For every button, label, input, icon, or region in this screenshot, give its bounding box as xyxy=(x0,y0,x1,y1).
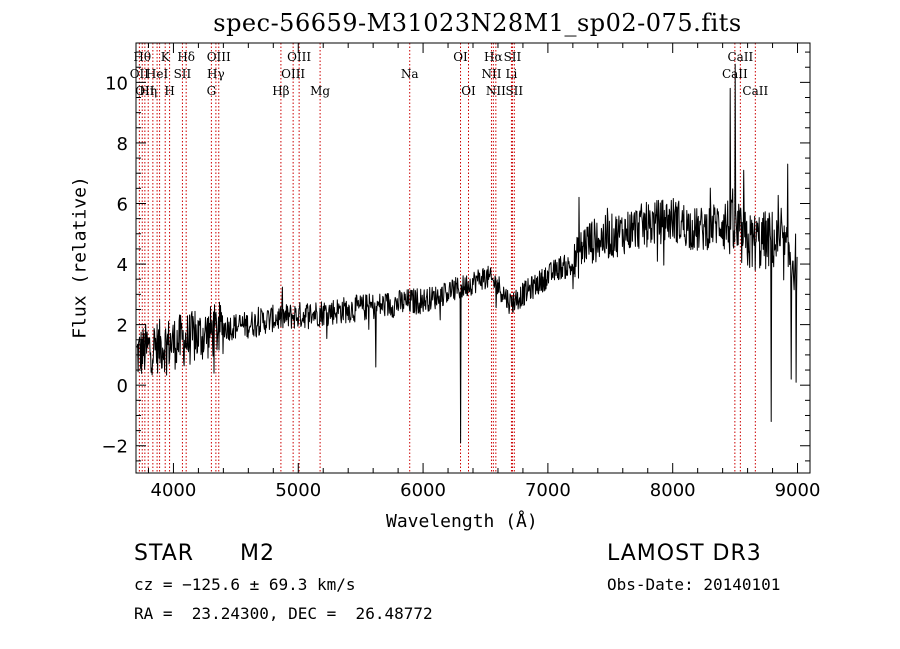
y-axis-label: Flux (relative) xyxy=(69,176,91,339)
line-label-2: OII xyxy=(135,84,155,98)
line-label-26: SII xyxy=(505,84,523,98)
x-axis-label: Wavelength (Å) xyxy=(386,511,538,532)
y-tick-label-8: 8 xyxy=(117,134,128,155)
line-label-10: Hδ xyxy=(177,50,195,64)
survey-name: LAMOST DR3 xyxy=(607,541,762,566)
x-tick-label-5000: 5000 xyxy=(275,480,321,501)
spectrum-line xyxy=(136,63,798,444)
line-label-16: OIII xyxy=(287,50,311,64)
line-label-28: CaII xyxy=(727,50,753,64)
line-label-3: Hη xyxy=(139,84,157,98)
line-label-25: SII xyxy=(504,50,522,64)
line-label-14: Hβ xyxy=(272,84,289,98)
coordinates: RA = 23.24300, DEC = 26.48772 xyxy=(134,604,433,623)
line-label-7: K xyxy=(161,50,171,64)
line-label-20: OI xyxy=(461,84,476,98)
x-tick-label-8000: 8000 xyxy=(650,480,696,501)
line-label-5: HeI xyxy=(146,67,169,81)
x-tick-label-7000: 7000 xyxy=(525,480,571,501)
line-label-8: H xyxy=(164,84,174,98)
line-label-0: OII xyxy=(130,67,150,81)
x-tick-label-6000: 6000 xyxy=(400,480,446,501)
object-class: STAR xyxy=(134,541,195,566)
axis-ticks xyxy=(136,43,810,473)
line-label-9: SII xyxy=(174,67,192,81)
line-label-21: NII xyxy=(481,67,501,81)
line-label-1: Hθ xyxy=(133,50,151,64)
line-label-27: CaII xyxy=(722,67,748,81)
object-subclass: M2 xyxy=(240,541,275,566)
tick-labels: 4000 5000 6000 7000 8000 9000 −2 0 2 4 6 8 10 xyxy=(101,73,820,501)
line-markers xyxy=(138,43,756,473)
plot-frame xyxy=(135,42,811,474)
x-tick-label-9000: 9000 xyxy=(775,480,821,501)
y-tick-label-10: 10 xyxy=(105,73,128,94)
line-label-15: OIII xyxy=(281,67,305,81)
line-label-24: Li xyxy=(506,67,518,81)
spectrum-series xyxy=(136,63,798,444)
y-tick-label-0: 0 xyxy=(117,376,128,397)
line-label-18: Na xyxy=(401,67,419,81)
x-tick-label-4000: 4000 xyxy=(151,480,197,501)
y-tick-label--2: −2 xyxy=(101,437,128,458)
chart-title: spec-56659-M31023N28M1_sp02-075.fits xyxy=(213,9,742,37)
y-tick-label-2: 2 xyxy=(117,316,128,337)
line-labels: OIIHθOIIHηHeIKHSIIHδGHγOIIIHβOIIIOIIIMgN… xyxy=(130,50,769,98)
line-label-11: G xyxy=(207,84,217,98)
line-label-19: OI xyxy=(453,50,468,64)
line-label-17: Mg xyxy=(310,84,330,98)
radial-velocity: cz = −125.6 ± 69.3 km/s xyxy=(134,575,356,594)
line-label-13: OIII xyxy=(207,50,231,64)
line-label-12: Hγ xyxy=(207,67,225,81)
line-label-22: Hα xyxy=(484,50,503,64)
obs-date: Obs-Date: 20140101 xyxy=(607,575,781,594)
y-tick-label-6: 6 xyxy=(117,194,128,215)
line-label-29: CaII xyxy=(742,84,768,98)
line-label-23: NII xyxy=(486,84,506,98)
y-tick-label-4: 4 xyxy=(117,255,128,276)
